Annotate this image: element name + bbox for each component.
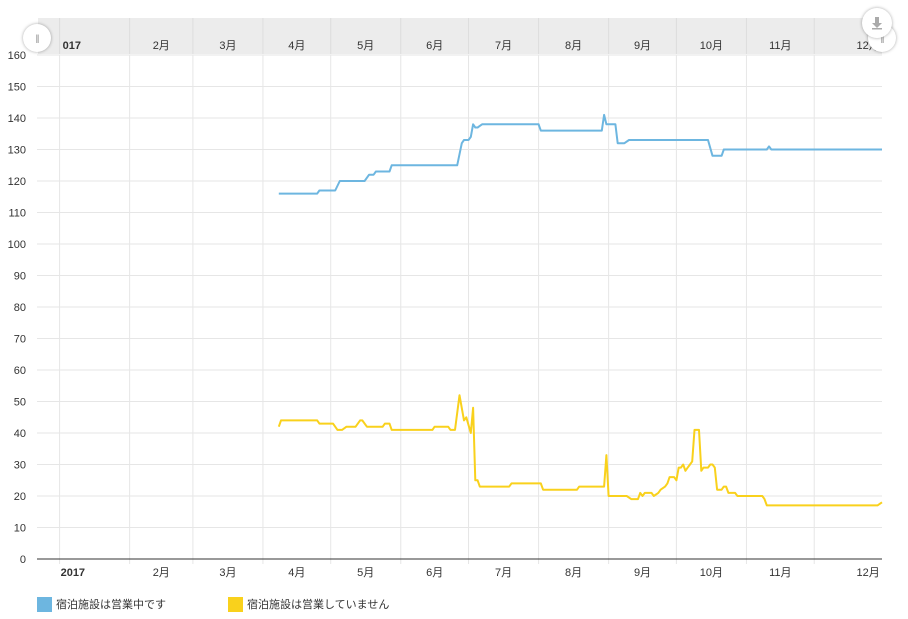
legend-label: 宿泊施設は営業中です <box>56 599 166 611</box>
download-icon <box>872 17 882 30</box>
navigator-tick-label: 11月 <box>769 40 791 52</box>
y-tick-label: 70 <box>14 334 26 346</box>
x-axis: 2017 2月 3月 4月 5月 6月 7月 8月 9月 10月 11月 12月 <box>61 567 880 579</box>
x-tick-label: 4月 <box>288 567 305 579</box>
y-tick-label: 130 <box>8 145 26 157</box>
horizontal-gridlines <box>37 54 882 528</box>
y-tick-label: 100 <box>8 239 26 251</box>
x-tick-label: 7月 <box>495 567 512 579</box>
series-line-1 <box>277 394 883 507</box>
x-tick-label: 8月 <box>565 567 582 579</box>
x-tick-label: 3月 <box>219 567 236 579</box>
y-tick-label: 10 <box>14 523 26 535</box>
y-tick-label: 90 <box>14 271 26 283</box>
navigator-left-handle[interactable]: || <box>23 24 51 52</box>
vertical-gridlines <box>59 18 815 564</box>
y-tick-label: 60 <box>14 365 26 377</box>
x-tick-label: 2017 <box>61 567 85 579</box>
y-tick-label: 30 <box>14 460 26 472</box>
legend-swatch <box>37 596 52 612</box>
navigator-bar[interactable] <box>38 18 882 54</box>
navigator-tick-label: 8月 <box>565 40 582 52</box>
y-tick-label: 50 <box>14 397 26 409</box>
legend-label: 宿泊施設は営業していません <box>247 599 390 611</box>
navigator-axis: 017 2月 3月 4月 5月 6月 7月 8月 9月 10月 11月 12月 <box>63 40 880 52</box>
legend-item-open[interactable]: 宿泊施設は営業中です <box>37 596 166 612</box>
x-tick-label: 6月 <box>426 567 443 579</box>
y-tick-label: 120 <box>8 176 26 188</box>
y-tick-label: 80 <box>14 302 26 314</box>
y-tick-label: 40 <box>14 428 26 440</box>
navigator-tick-label: 7月 <box>495 40 512 52</box>
y-tick-label: 150 <box>8 82 26 94</box>
y-tick-label: 140 <box>8 113 26 125</box>
export-button[interactable] <box>862 8 892 38</box>
legend-swatch <box>228 596 243 612</box>
legend-item-closed[interactable]: 宿泊施設は営業していません <box>228 596 389 612</box>
x-tick-label: 2月 <box>153 567 170 579</box>
handle-grip-icon: || <box>35 33 40 43</box>
series-line-0 <box>278 113 882 195</box>
series-group <box>277 113 883 507</box>
x-tick-label: 5月 <box>357 567 374 579</box>
navigator-tick-label: 6月 <box>426 40 443 52</box>
y-tick-label: 20 <box>14 491 26 503</box>
navigator-tick-label: 3月 <box>219 40 236 52</box>
navigator-tick-label: 4月 <box>288 40 305 52</box>
x-tick-label: 10月 <box>700 567 723 579</box>
legend: 宿泊施設は営業中です 宿泊施設は営業していません <box>37 596 389 612</box>
x-tick-label: 12月 <box>856 567 879 579</box>
navigator-tick-label: 9月 <box>634 40 651 52</box>
navigator-tick-label: 017 <box>63 40 81 52</box>
navigator-tick-label: 2月 <box>153 40 170 52</box>
y-tick-label: 0 <box>20 554 26 566</box>
x-tick-label: 11月 <box>769 567 791 579</box>
y-tick-label: 110 <box>8 208 26 220</box>
navigator-tick-label: 5月 <box>357 40 374 52</box>
y-tick-label: 160 <box>8 50 26 62</box>
x-tick-label: 9月 <box>634 567 651 579</box>
navigator-tick-label: 10月 <box>700 40 723 52</box>
y-axis: 0 10 20 30 40 50 60 70 80 90 100 110 120 130 140 150 160 <box>8 50 26 566</box>
handle-grip-icon: || <box>880 33 885 43</box>
